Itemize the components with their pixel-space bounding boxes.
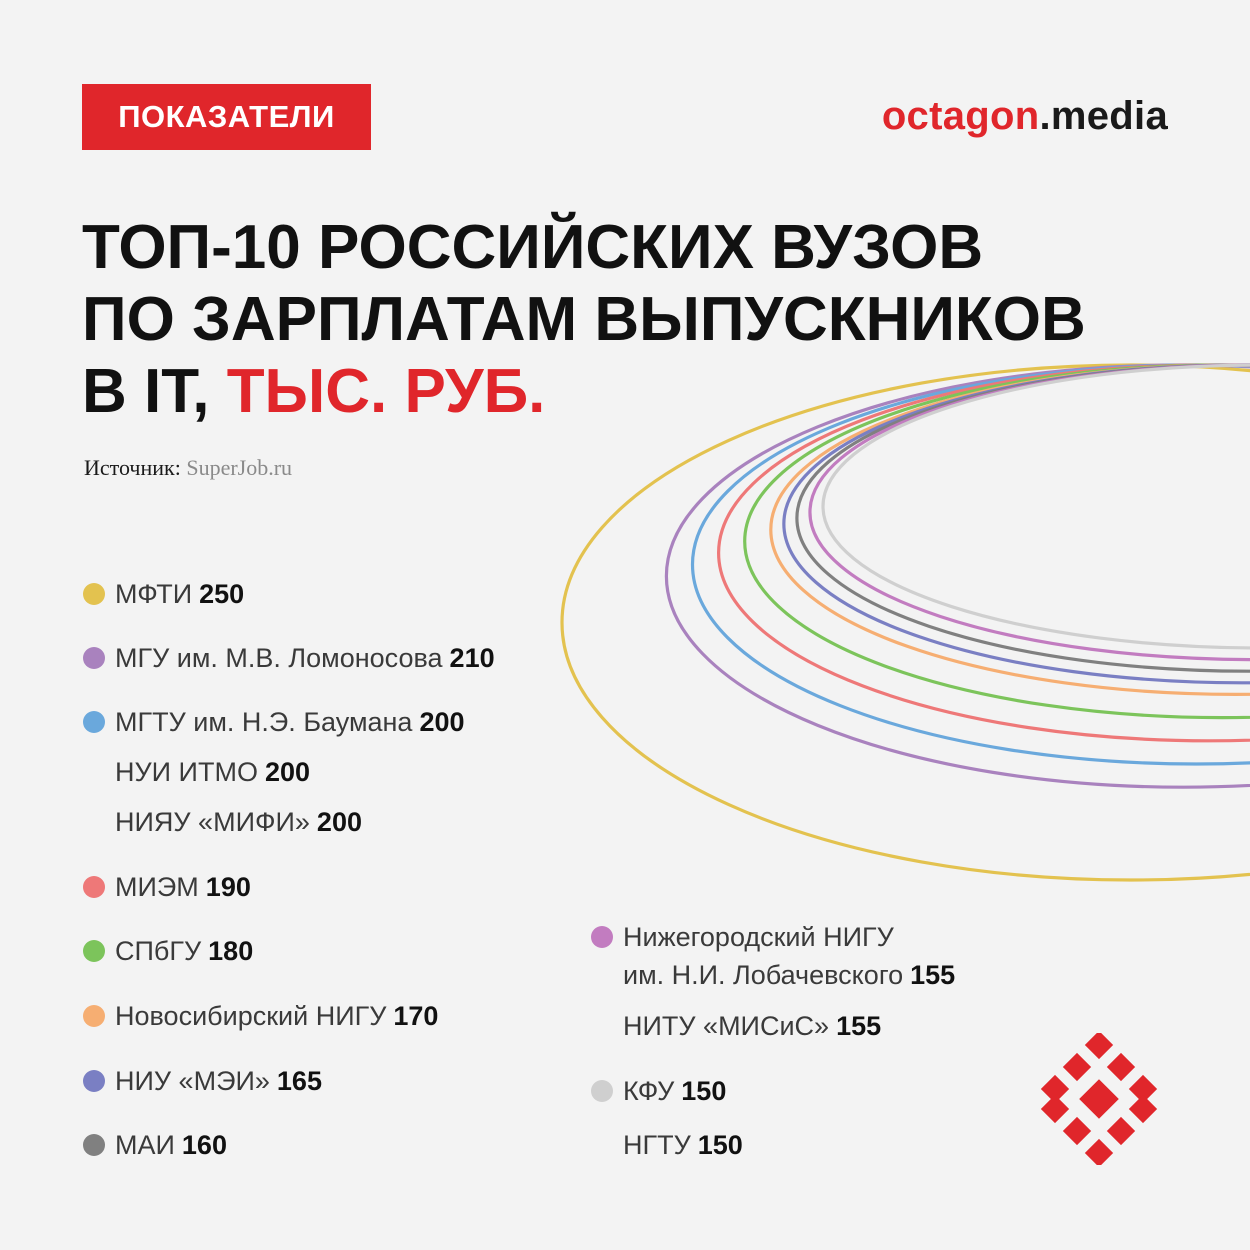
brand-main: octagon <box>881 94 1040 138</box>
legend-item-value: 200 <box>316 807 362 837</box>
legend-item-name: МГУ им. М.В. Ломоносова <box>115 643 443 673</box>
legend-item-value: 180 <box>208 936 254 966</box>
legend-dot <box>591 926 613 948</box>
category-badge: ПОКАЗАТЕЛИ <box>82 84 371 150</box>
legend-item: НИЯУ «МИФИ» 200 <box>115 803 362 841</box>
octagon-diamond-logo-icon <box>1040 1033 1158 1165</box>
legend-item: КФУ 150 <box>623 1072 726 1110</box>
title-line-1: ТОП-10 РОССИЙСКИХ ВУЗОВ <box>82 213 984 282</box>
brand-tld: .media <box>1039 94 1168 138</box>
legend-item-value: 155 <box>836 1011 882 1041</box>
legend-item-name: НИТУ «МИСиС» <box>623 1011 830 1041</box>
legend-item-value: 160 <box>181 1130 227 1160</box>
legend-item-value: 150 <box>697 1130 743 1160</box>
legend-item: МИЭМ 190 <box>115 868 251 906</box>
legend-item: МФТИ 250 <box>115 575 244 613</box>
legend-dot <box>83 1134 105 1156</box>
legend-item-name-line2: им. Н.И. Лобачевского <box>623 960 904 990</box>
ring-rank-10 <box>821 363 1250 650</box>
legend-item-name: КФУ <box>623 1076 675 1106</box>
legend-item: НИУ «МЭИ» 165 <box>115 1062 322 1100</box>
legend-item-name: НУИ ИТМО <box>115 757 258 787</box>
legend-dot <box>591 1080 613 1102</box>
legend-item-value: 170 <box>393 1001 439 1031</box>
legend-item: НУИ ИТМО 200 <box>115 753 310 791</box>
legend-dot <box>83 1070 105 1092</box>
page-title: ТОП-10 РОССИЙСКИХ ВУЗОВ ПО ЗАРПЛАТАМ ВЫП… <box>82 212 1212 428</box>
legend-item: НГТУ 150 <box>623 1126 743 1164</box>
legend-item-name: МФТИ <box>115 579 193 609</box>
legend-item-name: МГТУ им. Н.Э. Баумана <box>115 707 413 737</box>
legend-dot <box>83 940 105 962</box>
legend-item-name: НГТУ <box>623 1130 691 1160</box>
legend-item-name: Новосибирский НИГУ <box>115 1001 387 1031</box>
legend-dot <box>83 1005 105 1027</box>
legend-item-name: МИЭМ <box>115 872 199 902</box>
legend-item: СПбГУ 180 <box>115 932 253 970</box>
legend-item-value: 150 <box>681 1076 727 1106</box>
ring-rank-9 <box>808 363 1250 662</box>
title-line-3b-unit: ТЫС. РУБ. <box>226 357 546 426</box>
legend-item-value: 200 <box>264 757 311 787</box>
ring-rank-3 <box>691 363 1250 766</box>
ring-rank-1 <box>560 363 1250 882</box>
legend-item-name: Нижегородский НИГУ <box>623 922 894 952</box>
legend-item-name: СПбГУ <box>115 936 202 966</box>
legend-dot <box>83 876 105 898</box>
brand-logo-text[interactable]: octagon.media <box>882 94 1168 139</box>
legend-dot <box>83 711 105 733</box>
legend-item-value: 210 <box>449 643 495 673</box>
legend-item-name: МАИ <box>115 1130 175 1160</box>
legend-dot <box>83 647 105 669</box>
ring-rank-5 <box>743 363 1250 720</box>
source-label: Источник: <box>84 455 181 480</box>
legend-item-name: НИУ «МЭИ» <box>115 1066 270 1096</box>
legend-item: Нижегородский НИГУ им. Н.И. Лобачевского 1… <box>623 918 955 994</box>
source-value[interactable]: SuperJob.ru <box>186 455 293 480</box>
legend-item-value: 190 <box>205 872 251 902</box>
legend-item-value: 155 <box>910 960 956 990</box>
ring-rank-4 <box>717 363 1250 743</box>
legend-item-value: 200 <box>419 707 465 737</box>
legend-item: МАИ 160 <box>115 1126 227 1164</box>
legend-item: МГТУ им. Н.Э. Баумана 200 <box>115 703 465 741</box>
title-line-2: ПО ЗАРПЛАТАМ ВЫПУСКНИКОВ <box>82 285 1086 354</box>
legend-item: Новосибирский НИГУ 170 <box>115 997 438 1035</box>
legend-item: НИТУ «МИСиС» 155 <box>623 1007 881 1045</box>
legend-dot <box>83 583 105 605</box>
legend-item-value: 165 <box>276 1066 322 1096</box>
legend-item-value: 250 <box>199 579 245 609</box>
legend-item-name: НИЯУ «МИФИ» <box>115 807 310 837</box>
source-note: Источник: SuperJob.ru <box>84 455 292 481</box>
legend-item: МГУ им. М.В. Ломоносова 210 <box>115 639 495 677</box>
title-line-3a: В IT, <box>82 357 227 426</box>
